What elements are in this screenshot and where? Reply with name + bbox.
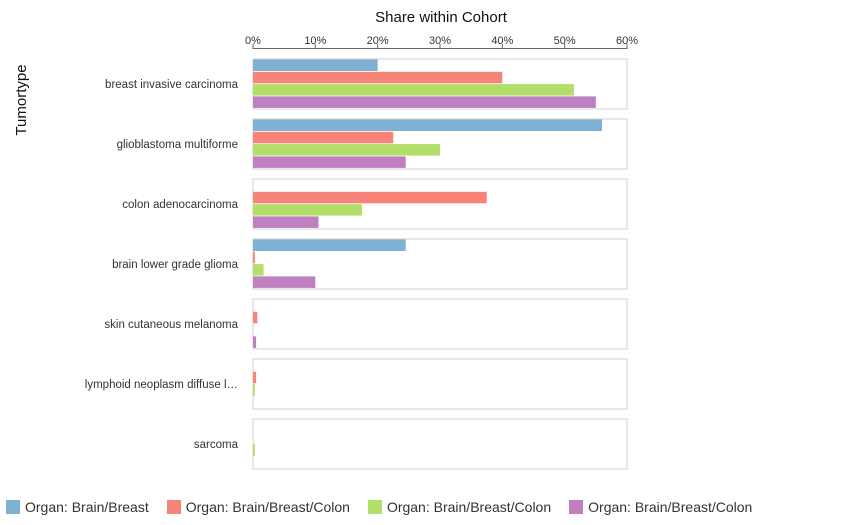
bar: [253, 311, 258, 324]
legend-label: Organ: Brain/Breast/Colon: [588, 499, 753, 515]
bar: [253, 371, 257, 384]
category-group: skin cutaneous melanoma: [104, 298, 628, 350]
bar: [253, 276, 316, 288]
category-group: breast invasive carcinoma: [105, 58, 628, 110]
bar: [253, 144, 440, 156]
legend-swatch: [367, 500, 382, 514]
category-panel: [252, 418, 628, 470]
category-panels: breast invasive carcinoma glioblastoma mu…: [85, 58, 628, 470]
category-label: glioblastoma multiforme: [117, 139, 238, 151]
y-axis-title: Tumortype: [13, 64, 30, 135]
bar: [253, 239, 406, 251]
legend-swatch: [569, 500, 584, 514]
bar: [253, 131, 394, 144]
legend-item[interactable]: Organ: Brain/Breast/Colon: [166, 499, 350, 515]
bar: [253, 96, 596, 108]
category-panel: [252, 298, 628, 350]
category-panel: [252, 358, 628, 410]
bar: [253, 251, 255, 264]
bar: [253, 156, 406, 168]
legend: Organ: Brain/Breast Organ: Brain/Breast/C…: [0, 495, 846, 519]
bar: [253, 59, 378, 71]
bar: [253, 384, 255, 396]
legend-item[interactable]: Organ: Brain/Breast/Colon: [367, 499, 552, 515]
bar: [253, 444, 255, 456]
x-tick-label: 60%: [616, 35, 638, 47]
legend-label: Organ: Brain/Breast/Colon: [185, 499, 350, 515]
category-group: colon adenocarcinoma: [122, 178, 628, 230]
category-group: brain lower grade glioma: [112, 238, 628, 290]
bar: [253, 71, 503, 84]
bar-chart: Share within Cohort Tumortype 0% 10% 20% 30…: [13, 9, 638, 470]
x-axis: 0% 10% 20% 30% 40% 50% 60%: [245, 35, 638, 49]
legend-swatch: [6, 500, 20, 514]
legend-swatch: [166, 500, 181, 514]
category-group: glioblastoma multiforme: [117, 118, 628, 170]
x-tick-label: 10%: [304, 35, 326, 47]
bar: [253, 336, 257, 348]
category-label: colon adenocarcinoma: [122, 199, 238, 211]
category-label: breast invasive carcinoma: [105, 79, 239, 91]
bar: [253, 264, 264, 276]
category-label: skin cutaneous melanoma: [104, 319, 238, 331]
legend-label: Organ: Brain/Breast/Colon: [386, 499, 552, 515]
legend-label: Organ: Brain/Breast: [25, 499, 149, 515]
x-tick-label: 40%: [491, 35, 513, 47]
bar: [253, 204, 363, 216]
category-label: lymphoid neoplasm diffuse l…: [85, 379, 238, 391]
category-group: sarcoma: [194, 418, 628, 470]
legend-item[interactable]: Organ: Brain/Breast: [6, 499, 149, 515]
bar: [253, 119, 603, 131]
bar: [253, 191, 487, 204]
x-tick-label: 20%: [367, 35, 389, 47]
category-group: lymphoid neoplasm diffuse l…: [85, 358, 628, 410]
x-tick-label: 30%: [429, 35, 451, 47]
bar: [253, 216, 319, 228]
category-label: brain lower grade glioma: [112, 259, 239, 271]
x-tick-label: 0%: [245, 35, 261, 47]
bar: [253, 84, 575, 96]
category-label: sarcoma: [194, 439, 239, 451]
legend-item[interactable]: Organ: Brain/Breast/Colon: [569, 499, 752, 515]
x-tick-label: 50%: [554, 35, 576, 47]
chart-title: Share within Cohort: [375, 9, 508, 26]
